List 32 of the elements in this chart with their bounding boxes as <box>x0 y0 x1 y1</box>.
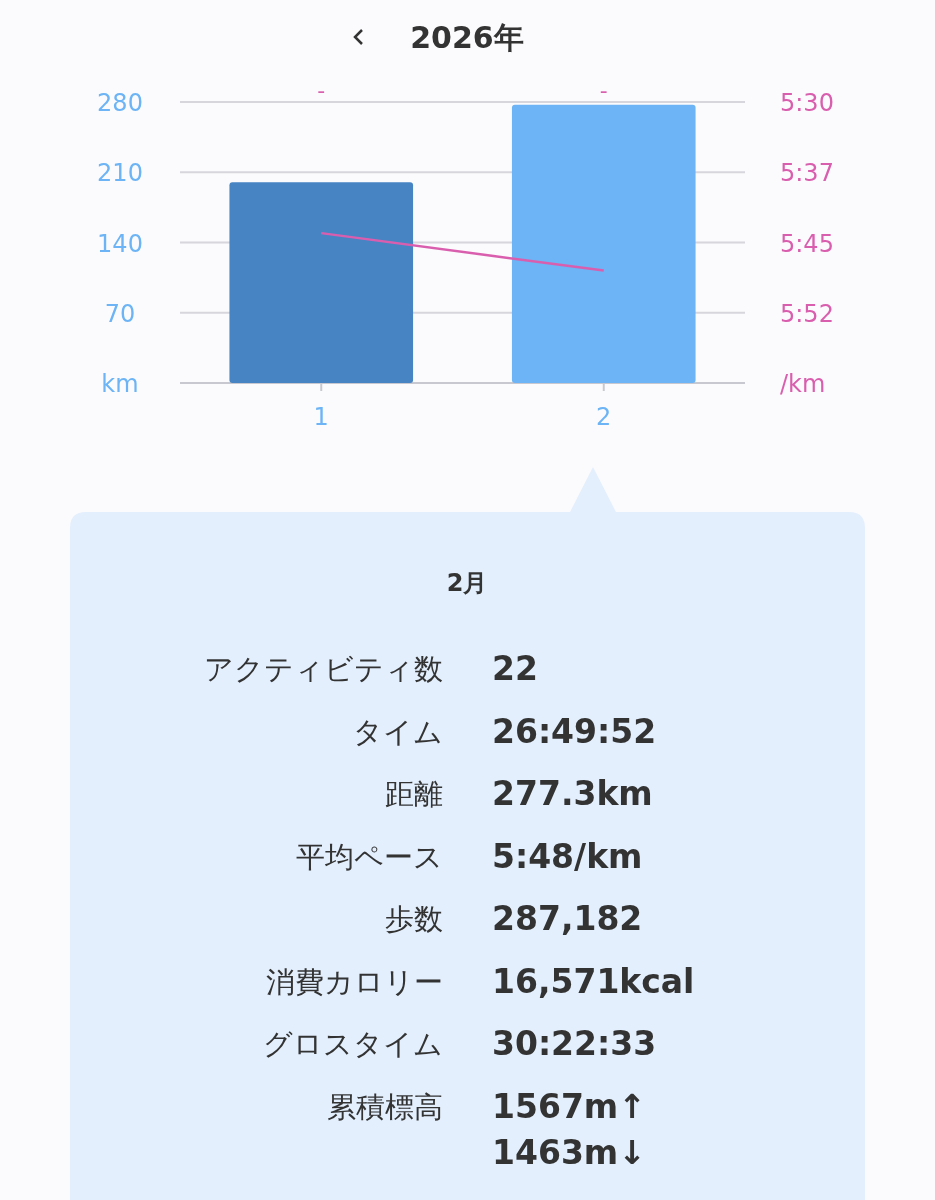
text: アクティビティ数 <box>204 652 443 686</box>
text: 287,182 <box>492 899 643 938</box>
x-tick-label: 2 <box>596 403 612 431</box>
y2-tick-label: 5:45 <box>780 229 834 258</box>
y2-tick-label: 5:30 <box>780 89 834 117</box>
x-tick-label: 1 <box>313 403 329 431</box>
text: タイム <box>353 714 443 749</box>
text: 距離 <box>385 777 443 811</box>
annotation: - <box>317 78 326 103</box>
text: 5:48/km <box>492 836 643 876</box>
y-tick-label: 70 <box>104 299 136 328</box>
text: グロスタイム <box>263 1027 443 1061</box>
y-tick-label: km <box>101 370 139 398</box>
text: 30:22:33 <box>492 1024 657 1063</box>
annotation: - <box>599 78 608 103</box>
y-tick-label: 210 <box>97 159 143 188</box>
text: 累積標高 <box>327 1089 443 1124</box>
text: 消費カロリー <box>266 964 443 999</box>
text: 16,571kcal <box>492 961 695 1001</box>
text: 歩数 <box>385 902 443 936</box>
y-tick-label: 280 <box>97 89 143 117</box>
y2-tick-label: 5:52 <box>780 299 834 328</box>
text: 277.3km <box>492 774 653 813</box>
text: 平均ペース <box>296 839 443 874</box>
y2-tick-label: /km <box>780 370 826 398</box>
text: 22 <box>492 649 538 688</box>
text: 1567m↑ 1463m↓ <box>492 1086 646 1172</box>
y2-tick-label: 5:37 <box>780 159 834 188</box>
chart-title: 2026年 <box>410 20 524 55</box>
text: 2月 <box>446 569 488 597</box>
text: 26:49:52 <box>492 711 657 751</box>
y-tick-label: 140 <box>97 229 143 258</box>
